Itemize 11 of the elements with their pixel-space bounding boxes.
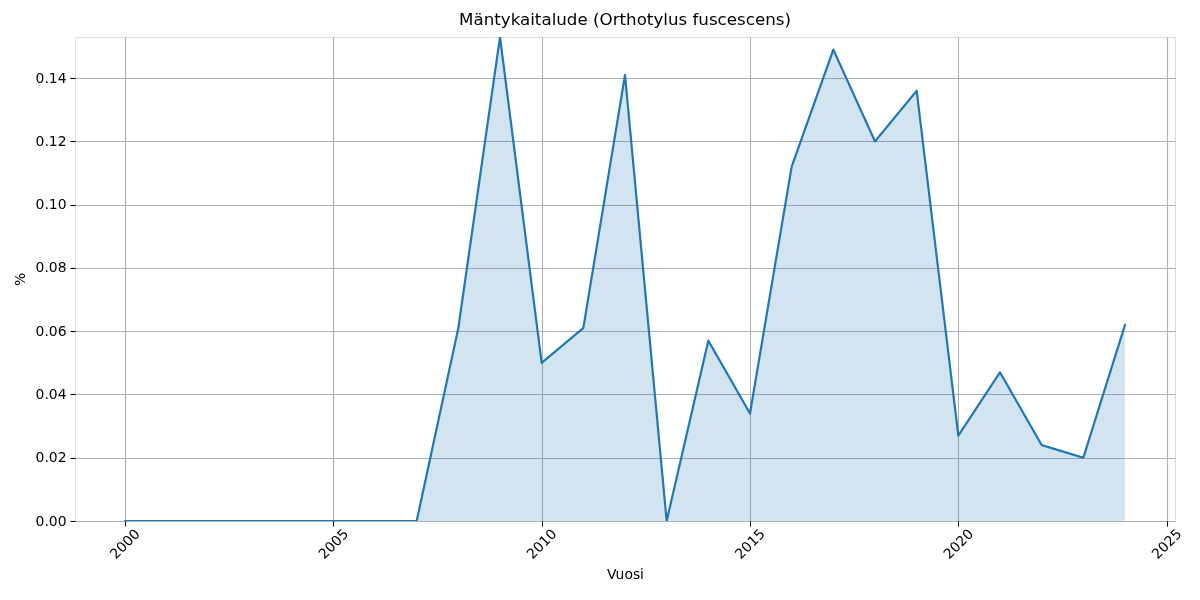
y-tick-label: 0.14 xyxy=(35,69,67,86)
y-axis-title: % xyxy=(11,272,28,287)
x-axis-title: Vuosi xyxy=(607,565,644,582)
chart-title: Mäntykaitalude (Orthotylus fuscescens) xyxy=(459,9,791,30)
y-tick-label: 0.04 xyxy=(35,385,67,402)
y-tick-label: 0.06 xyxy=(35,322,67,339)
y-tick-label: 0.08 xyxy=(35,259,67,276)
y-tick-label: 0.12 xyxy=(35,132,67,149)
y-tick-label: 0.02 xyxy=(35,449,67,466)
y-tick-label: 0.10 xyxy=(35,196,67,213)
y-tick-label: 0.00 xyxy=(35,512,67,529)
